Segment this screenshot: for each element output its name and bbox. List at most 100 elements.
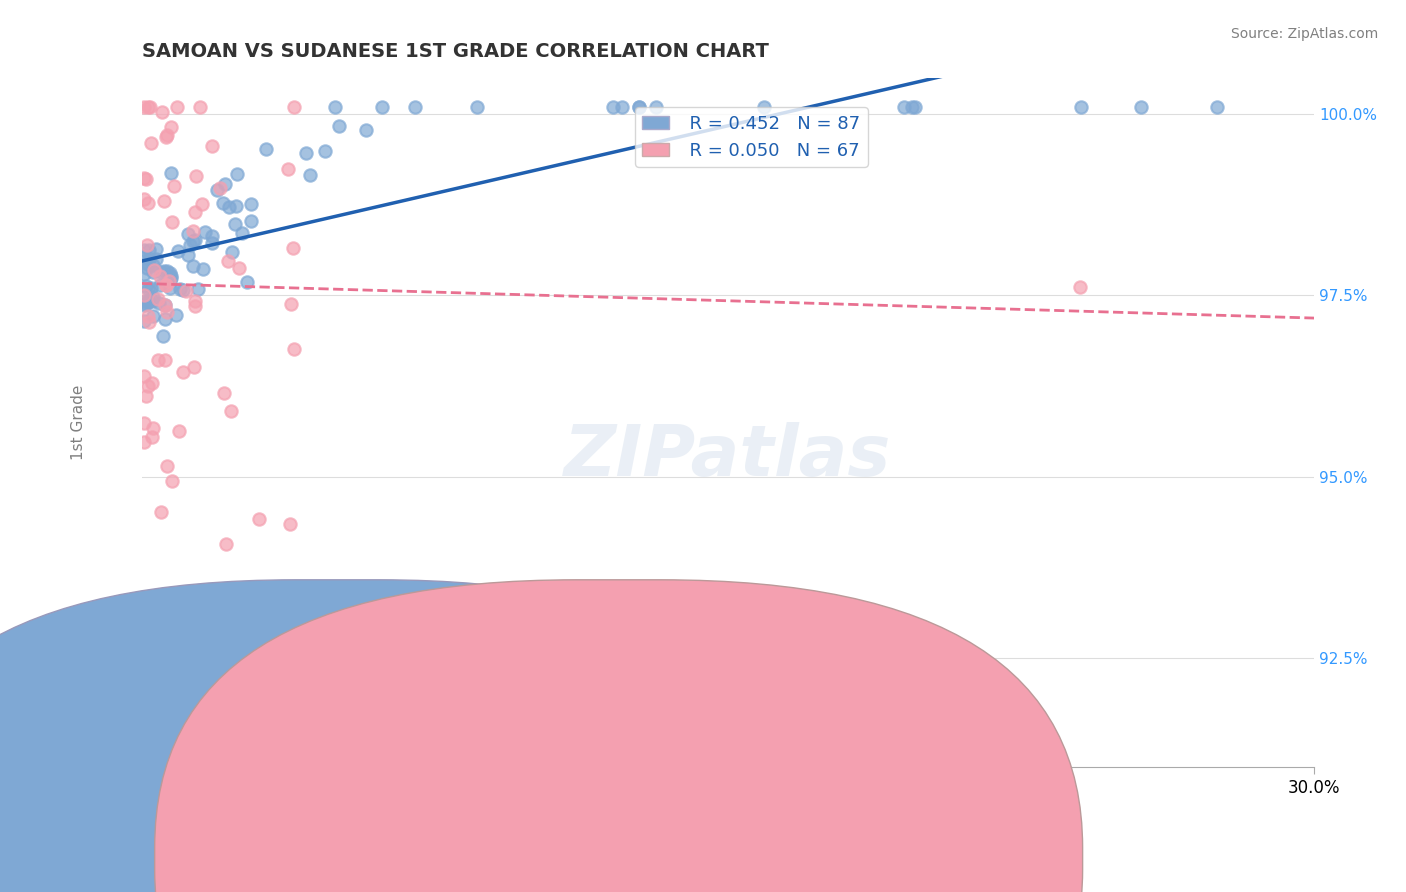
Point (145, 243, 167, 257)
Point (200, 229, 222, 244)
Point (183, 234, 205, 248)
Text: Sudanese: Sudanese (609, 827, 685, 841)
Point (155, 277, 177, 292)
Point (190, 197, 212, 211)
Point (142, 262, 165, 277)
Point (136, 255, 159, 269)
Point (354, 123, 377, 137)
Point (218, 200, 240, 214)
Point (136, 282, 159, 296)
Point (644, 100, 666, 114)
Point (225, 199, 247, 213)
Point (904, 100, 927, 114)
Point (155, 305, 177, 319)
Point (627, 100, 650, 114)
Point (141, 421, 163, 435)
Point (155, 353, 177, 368)
Point (132, 250, 155, 264)
Point (132, 244, 155, 258)
Point (153, 297, 176, 311)
Point (136, 309, 159, 323)
Point (281, 241, 304, 255)
Point (132, 192, 155, 206)
Point (465, 100, 488, 114)
Point (138, 100, 160, 114)
Point (142, 290, 165, 304)
Point (299, 168, 322, 182)
Point (159, 280, 181, 294)
Point (135, 278, 157, 293)
Point (752, 100, 775, 114)
Point (156, 458, 179, 473)
Point (134, 293, 156, 308)
Point (240, 214, 263, 228)
Point (247, 512, 270, 526)
Point (132, 267, 155, 281)
Point (139, 136, 162, 150)
Point (901, 100, 924, 114)
Point (149, 277, 172, 292)
Point (295, 145, 318, 160)
Point (183, 360, 205, 375)
Point (254, 142, 277, 156)
Point (159, 166, 181, 180)
Point (136, 293, 159, 308)
Point (283, 342, 305, 356)
Point (172, 365, 194, 379)
Point (141, 430, 163, 444)
Legend:   R = 0.452   N = 87,   R = 0.050   N = 67: R = 0.452 N = 87, R = 0.050 N = 67 (636, 107, 868, 167)
Point (138, 379, 160, 393)
Point (132, 170, 155, 185)
Point (132, 100, 155, 114)
Point (184, 204, 207, 219)
Point (184, 169, 207, 184)
Point (152, 328, 174, 343)
Point (136, 257, 159, 271)
Point (323, 100, 346, 114)
Point (371, 100, 394, 114)
Point (148, 296, 170, 310)
Point (149, 264, 172, 278)
Point (187, 282, 209, 296)
Point (215, 537, 238, 551)
Point (602, 100, 624, 114)
Point (132, 416, 155, 430)
Point (142, 294, 165, 309)
Point (142, 264, 165, 278)
Point (236, 276, 259, 290)
Point (181, 224, 204, 238)
Point (132, 288, 155, 302)
Point (219, 404, 242, 418)
Point (212, 196, 235, 211)
Point (134, 435, 156, 450)
Point (169, 282, 191, 296)
Point (165, 308, 187, 322)
Point (142, 310, 165, 324)
Point (141, 376, 163, 391)
Point (224, 218, 246, 232)
Point (174, 284, 197, 298)
Point (179, 238, 201, 252)
Point (277, 162, 299, 177)
Point (627, 100, 650, 114)
Point (136, 295, 159, 310)
Point (183, 233, 205, 247)
Point (149, 268, 172, 283)
Point (160, 474, 183, 488)
Point (138, 315, 160, 329)
Point (152, 194, 174, 209)
Point (135, 171, 157, 186)
Point (159, 266, 181, 280)
Point (201, 235, 224, 250)
Point (177, 227, 200, 241)
Point (135, 238, 157, 252)
Point (135, 296, 157, 310)
Point (194, 225, 217, 239)
Point (404, 100, 426, 114)
Text: Source: ZipAtlas.com: Source: ZipAtlas.com (1230, 27, 1378, 41)
Point (160, 215, 183, 229)
Point (167, 424, 190, 438)
Point (1206, 100, 1229, 114)
Text: ZIPatlas: ZIPatlas (564, 422, 891, 491)
Point (136, 260, 159, 275)
